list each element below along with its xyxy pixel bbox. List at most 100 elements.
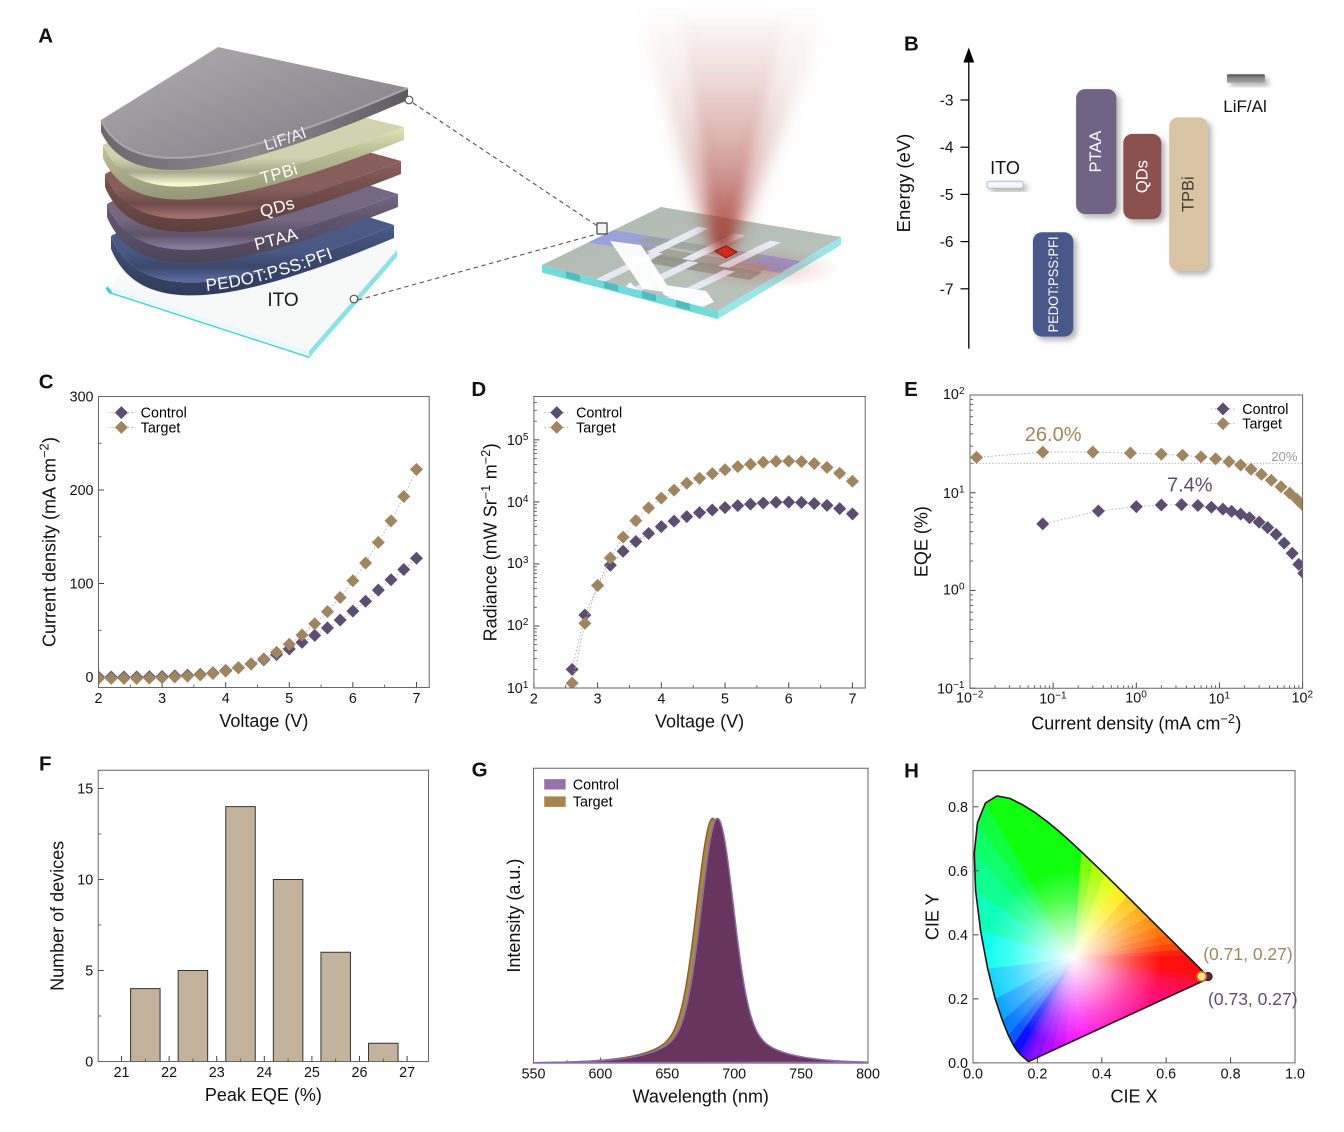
svg-text:1 0 1: 1 0 1 (507, 680, 529, 697)
svg-text:PTAA: PTAA (1087, 131, 1105, 173)
svg-text:1 0 −: 1 0 − 1 (937, 675, 965, 697)
svg-text:7.4%: 7.4% (1167, 475, 1213, 497)
svg-text:27: 27 (399, 1065, 415, 1081)
svg-text:Wavelength (nm): Wavelength (nm) (633, 1086, 769, 1106)
svg-text:10: 10 (77, 873, 93, 889)
svg-text:200: 200 (70, 483, 94, 499)
svg-text:G: G (472, 758, 488, 781)
svg-text:(0.71, 0.27): (0.71, 0.27) (1203, 944, 1293, 964)
svg-text:5: 5 (285, 691, 293, 707)
svg-text:100: 100 (70, 577, 94, 593)
svg-text:1 0 −: 1 0 − 1 (1039, 685, 1067, 707)
svg-text:1 0 0: 1 0 0 (943, 581, 965, 598)
svg-text:Voltage (V): Voltage (V) (219, 711, 308, 731)
svg-text:650: 650 (655, 1066, 679, 1082)
svg-text:2: 2 (530, 691, 538, 707)
svg-text:0.0: 0.0 (963, 1066, 983, 1082)
svg-text:4: 4 (657, 691, 665, 707)
svg-text:0.4: 0.4 (1092, 1066, 1112, 1082)
svg-text:5: 5 (85, 964, 93, 980)
svg-text:Target: Target (576, 420, 616, 436)
svg-text:1 0 1: 1 0 1 (943, 485, 965, 502)
svg-text:R a d i: R a d i a n c e ( m W S r m ) − 1 − 2 (477, 439, 501, 641)
svg-text:26: 26 (352, 1065, 368, 1081)
svg-text:1 0 −: 1 0 − 2 (956, 684, 984, 706)
svg-text:Target: Target (573, 795, 613, 811)
svg-text:20%: 20% (1271, 449, 1298, 464)
svg-text:-7: -7 (940, 281, 954, 298)
svg-text:-5: -5 (940, 187, 954, 204)
svg-text:5: 5 (721, 691, 729, 707)
svg-text:1 0 2: 1 0 2 (1292, 689, 1314, 706)
svg-text:Target: Target (1242, 417, 1282, 433)
svg-text:6: 6 (785, 691, 793, 707)
svg-text:26.0%: 26.0% (1025, 424, 1082, 446)
svg-text:0.8: 0.8 (1221, 1066, 1241, 1082)
svg-text:H: H (904, 759, 919, 782)
svg-text:QDs: QDs (1133, 160, 1151, 193)
svg-text:C u r r: C u r r e n t d e n s i t y ( m A c m ) (36, 433, 60, 648)
svg-text:1 0 0: 1 0 0 (1125, 689, 1147, 706)
svg-text:21: 21 (114, 1065, 130, 1081)
svg-text:Energy (eV): Energy (eV) (893, 134, 914, 233)
svg-text:ITO: ITO (267, 290, 298, 311)
svg-text:LiF/Al: LiF/Al (1223, 97, 1266, 116)
svg-text:C: C (39, 370, 54, 393)
svg-text:1 0 4: 1 0 4 (507, 494, 529, 511)
svg-text:0.2: 0.2 (1027, 1066, 1047, 1082)
svg-text:Control: Control (576, 406, 622, 422)
svg-text:CIE X: CIE X (1110, 1086, 1157, 1106)
svg-text:0.2: 0.2 (948, 992, 968, 1008)
svg-text:A: A (38, 24, 53, 47)
svg-text:700: 700 (722, 1066, 746, 1082)
svg-text:PEDOT:PSS:PFI: PEDOT:PSS:PFI (1045, 236, 1061, 332)
svg-text:TPBi: TPBi (1180, 176, 1198, 212)
svg-text:7: 7 (848, 691, 856, 707)
svg-text:1 0 5: 1 0 5 (507, 432, 529, 449)
svg-text:-4: -4 (940, 140, 954, 157)
svg-text:23: 23 (209, 1065, 225, 1081)
svg-text:2: 2 (95, 691, 103, 707)
svg-text:Peak EQE (%): Peak EQE (%) (205, 1085, 322, 1105)
svg-text:0.8: 0.8 (948, 800, 968, 816)
svg-text:F: F (39, 753, 52, 776)
svg-text:0: 0 (86, 670, 94, 686)
svg-text:1 0 2: 1 0 2 (507, 617, 529, 634)
svg-text:CIE Y: CIE Y (922, 893, 942, 940)
svg-text:24: 24 (256, 1065, 272, 1081)
svg-text:3: 3 (594, 691, 602, 707)
svg-text:(0.73, 0.27): (0.73, 0.27) (1208, 989, 1298, 1009)
svg-text:Voltage (V): Voltage (V) (655, 711, 744, 731)
svg-text:1.0: 1.0 (1285, 1066, 1305, 1082)
svg-text:0.4: 0.4 (948, 928, 968, 944)
svg-text:1 0 2: 1 0 2 (943, 386, 965, 403)
svg-text:0.0: 0.0 (948, 1056, 968, 1072)
svg-text:600: 600 (588, 1066, 612, 1082)
svg-text:Intensity (a.u.): Intensity (a.u.) (504, 859, 524, 973)
svg-text:E: E (904, 378, 918, 401)
svg-text:Control: Control (1242, 402, 1288, 418)
svg-text:22: 22 (161, 1065, 177, 1081)
svg-text:B: B (904, 33, 919, 56)
svg-text:750: 750 (789, 1066, 813, 1082)
svg-text:4: 4 (222, 691, 230, 707)
svg-text:C u r r: C u r r e n t d e n s i t y ( m A c m ) (1031, 710, 1246, 734)
svg-text:0.6: 0.6 (948, 864, 968, 880)
svg-text:Control: Control (573, 777, 619, 793)
svg-text:Number of devices: Number of devices (48, 841, 68, 991)
svg-text:800: 800 (856, 1066, 880, 1082)
svg-text:-3: -3 (940, 93, 954, 110)
svg-text:15: 15 (77, 782, 93, 798)
svg-text:1 0 3: 1 0 3 (507, 555, 529, 572)
svg-text:300: 300 (70, 390, 94, 406)
svg-text:0: 0 (85, 1055, 93, 1071)
svg-text:7: 7 (413, 691, 421, 707)
svg-text:Control: Control (141, 406, 187, 422)
svg-text:-6: -6 (940, 234, 954, 251)
svg-text:3: 3 (158, 691, 166, 707)
svg-text:D: D (471, 378, 486, 401)
svg-text:0.6: 0.6 (1156, 1066, 1176, 1082)
svg-text:25: 25 (304, 1065, 320, 1081)
svg-text:ITO: ITO (990, 158, 1020, 178)
svg-text:550: 550 (522, 1066, 546, 1082)
